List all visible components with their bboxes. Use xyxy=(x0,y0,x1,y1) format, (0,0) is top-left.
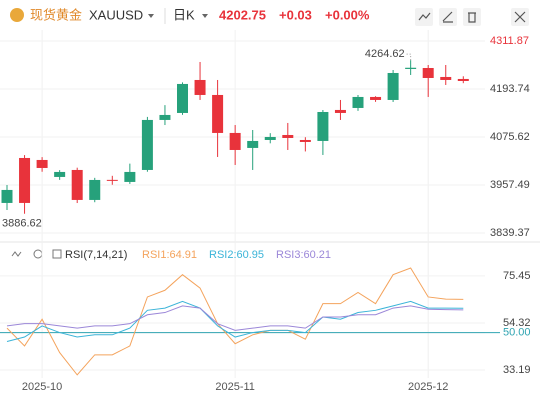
tool-button[interactable] xyxy=(463,8,481,26)
candle-body xyxy=(177,83,188,113)
candle-body xyxy=(36,159,48,168)
period[interactable]: 日K xyxy=(173,7,195,22)
candle-body xyxy=(387,72,399,100)
candle-body xyxy=(440,76,452,80)
candle-body xyxy=(89,179,101,200)
legend-label: RSI3:60.21 xyxy=(276,249,331,261)
tool-button[interactable] xyxy=(415,8,433,26)
rsi-line xyxy=(6,305,464,331)
candle-body xyxy=(19,157,31,203)
change: +0.03 xyxy=(279,7,312,22)
candle-body xyxy=(71,169,83,200)
y-tick-label: 3957.49 xyxy=(490,179,530,191)
tool-icon xyxy=(468,12,476,23)
candle-body xyxy=(299,139,311,142)
candle-body xyxy=(334,109,346,113)
dropdown-arrow[interactable] xyxy=(202,14,208,18)
y-tick-label: 4193.74 xyxy=(490,83,530,95)
candle-body xyxy=(247,140,259,148)
checkbox[interactable] xyxy=(52,249,62,259)
candle-body xyxy=(405,67,417,69)
tool-icon xyxy=(418,12,431,21)
tool-icon xyxy=(514,11,526,23)
candle-body xyxy=(457,78,469,81)
indicator-icon[interactable] xyxy=(11,251,22,257)
y-tick-label: 4311.87 xyxy=(490,35,529,47)
candle-body xyxy=(124,171,136,182)
candle-body xyxy=(317,111,329,141)
y-tick-label: 50.00 xyxy=(503,326,531,338)
y-tick-label: 75.45 xyxy=(503,270,531,282)
candle-body xyxy=(422,67,434,78)
candle-body xyxy=(352,96,364,108)
price: 4202.75 xyxy=(219,7,266,22)
tool-icon xyxy=(442,11,453,23)
candle-body xyxy=(370,96,382,100)
candle-body xyxy=(282,134,294,138)
candle-body xyxy=(54,171,66,177)
y-tick-label: 4075.62 xyxy=(490,131,530,143)
tool-button[interactable] xyxy=(439,8,457,26)
coin-icon xyxy=(10,8,24,22)
leader-line xyxy=(405,53,412,61)
candle-body xyxy=(264,136,276,140)
rsi-line xyxy=(6,267,464,376)
candle-body xyxy=(1,189,13,203)
x-tick-label: 2025-12 xyxy=(408,381,448,393)
symbol[interactable]: XAUUSD xyxy=(89,7,143,22)
y-tick-label: 54.32 xyxy=(503,317,531,329)
candle-body xyxy=(229,132,241,150)
x-tick-label: 2025-10 xyxy=(22,381,62,393)
asset-name[interactable]: 现货黄金 xyxy=(30,7,82,22)
rsi-title: RSI(7,14,21) xyxy=(65,249,127,261)
rsi-line xyxy=(6,300,464,342)
candle-body xyxy=(106,179,118,181)
legend-label: RSI2:60.95 xyxy=(209,249,264,261)
candle-body xyxy=(194,79,206,95)
y-tick-label: 33.19 xyxy=(503,364,531,376)
x-tick-label: 2025-11 xyxy=(215,381,255,393)
candle-body xyxy=(159,114,171,120)
legend-label: RSI1:64.91 xyxy=(142,249,197,261)
candle-body xyxy=(141,119,153,170)
low-annotation: 3886.62 xyxy=(2,218,42,230)
candle-body xyxy=(212,94,224,133)
dropdown-arrow[interactable] xyxy=(148,14,154,18)
high-annotation: 4264.62 xyxy=(365,48,405,60)
change-pct: +0.00% xyxy=(325,7,370,22)
y-tick-label: 3839.37 xyxy=(490,227,530,239)
